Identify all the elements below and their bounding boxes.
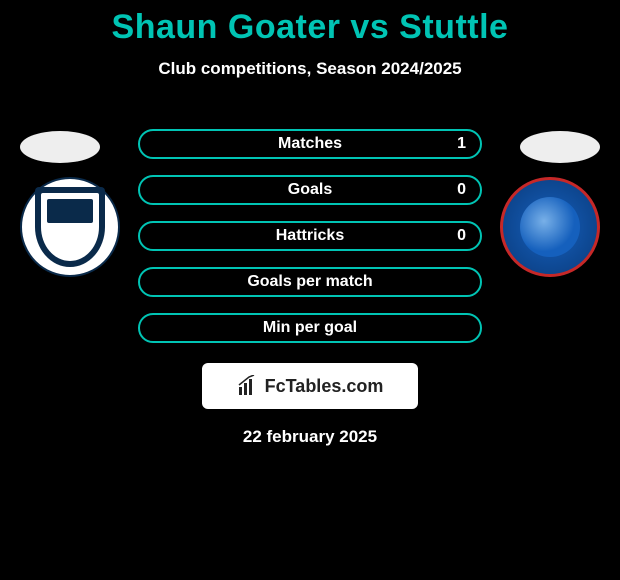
stat-label: Min per goal — [263, 319, 357, 337]
stat-row-goals-per-match: Goals per match — [138, 267, 482, 297]
shield-icon — [35, 187, 105, 267]
stat-label: Goals per match — [247, 273, 372, 291]
stat-row-matches: Matches 1 — [138, 129, 482, 159]
bar-chart-icon — [237, 375, 259, 397]
date-label: 22 february 2025 — [0, 427, 620, 447]
stat-bars: Matches 1 Goals 0 Hattricks 0 Goals per … — [138, 129, 482, 359]
stat-value-right: 1 — [457, 135, 466, 153]
stat-row-goals: Goals 0 — [138, 175, 482, 205]
stat-row-hattricks: Hattricks 0 — [138, 221, 482, 251]
stat-value-right: 0 — [457, 227, 466, 245]
phoenix-icon — [520, 197, 580, 257]
page-title: Shaun Goater vs Stuttle — [0, 8, 620, 47]
player-right-avatar — [520, 131, 600, 163]
stat-row-min-per-goal: Min per goal — [138, 313, 482, 343]
club-right-logo — [500, 177, 600, 277]
stat-label: Hattricks — [276, 227, 344, 245]
club-left-logo — [20, 177, 120, 277]
comparison-area: Matches 1 Goals 0 Hattricks 0 Goals per … — [0, 109, 620, 349]
player-left-avatar — [20, 131, 100, 163]
stat-label: Matches — [278, 135, 342, 153]
stat-value-right: 0 — [457, 181, 466, 199]
source-badge: FcTables.com — [202, 363, 418, 409]
subtitle: Club competitions, Season 2024/2025 — [0, 59, 620, 79]
badge-text: FcTables.com — [265, 376, 384, 397]
stat-label: Goals — [288, 181, 332, 199]
